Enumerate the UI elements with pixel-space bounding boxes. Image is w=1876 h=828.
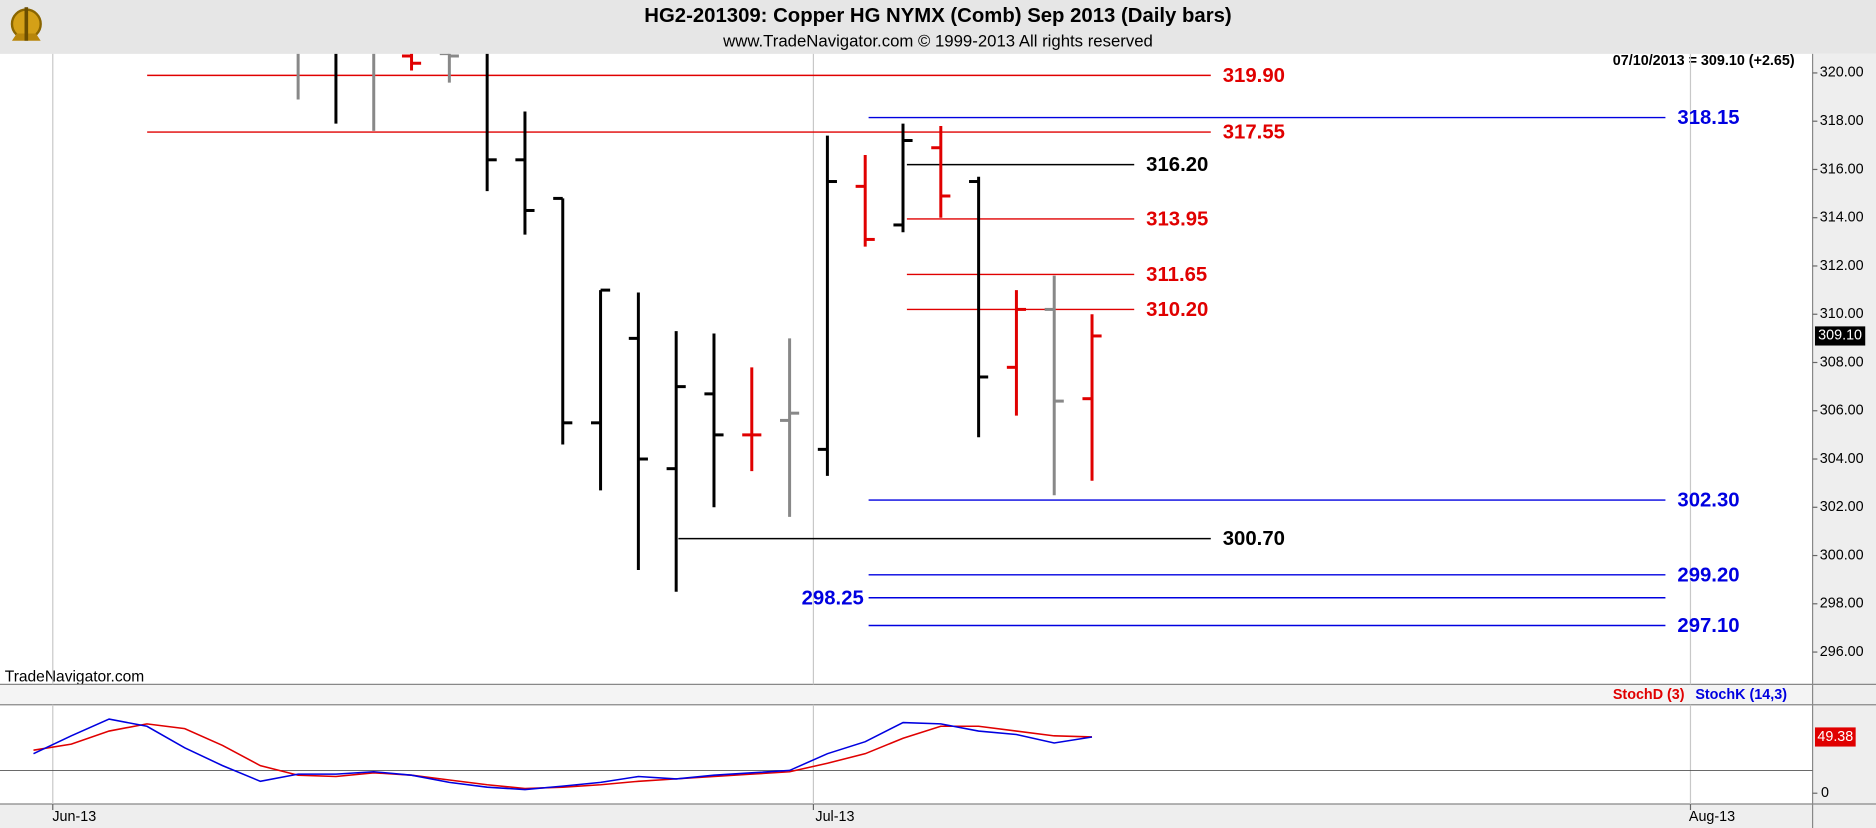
bars (147, 53, 1666, 627)
header-band (0, 0, 1876, 54)
y-tick-label: 310.00 (1820, 306, 1864, 322)
y-tick-label: 306.00 (1820, 403, 1864, 419)
level-label: 318.15 (1677, 107, 1739, 129)
level-label: 316.20 (1146, 154, 1208, 176)
y-tick-label: 300.00 (1820, 547, 1864, 563)
level-label: 299.20 (1677, 564, 1739, 586)
info-text: 07/10/2013 = 309.10 (+2.65) (1613, 53, 1795, 69)
x-tick-label: Jun-13 (52, 809, 96, 825)
legend-band (0, 684, 1813, 705)
y-tick-label: 304.00 (1820, 451, 1864, 467)
x-tick-label: Aug-13 (1689, 809, 1735, 825)
chart-subtitle: www.TradeNavigator.com © 1999-2013 All r… (722, 31, 1153, 50)
level-label: 310.20 (1146, 299, 1208, 321)
last-value-label: 49.38 (1817, 729, 1853, 745)
stoch-line (33, 723, 1093, 790)
x-axis-band (0, 804, 1813, 828)
logo (10, 7, 42, 41)
level-label: 298.25 (802, 587, 864, 609)
x-tick-label: Jul-13 (815, 809, 854, 825)
level-label: 313.95 (1146, 208, 1208, 230)
y-tick-label: 314.00 (1820, 210, 1864, 226)
y-tick-label: 0 (1821, 785, 1829, 801)
level-label: 311.65 (1146, 264, 1207, 286)
axis-band (1812, 53, 1876, 828)
level-label: 319.90 (1223, 65, 1285, 87)
y-tick-label: 302.00 (1820, 499, 1864, 515)
y-tick-label: 316.00 (1820, 161, 1864, 177)
stoch-line (33, 718, 1093, 791)
last-price-box (1814, 326, 1866, 346)
level-label: 317.55 (1223, 122, 1285, 144)
legend-entry: StochK (14,3) (1695, 687, 1787, 703)
y-tick-label: 298.00 (1820, 596, 1864, 612)
watermark: TradeNavigator.com (5, 668, 144, 685)
chart-title: HG2-201309: Copper HG NYMX (Comb) Sep 20… (644, 5, 1231, 27)
y-tick-label: 312.00 (1820, 258, 1864, 274)
y-tick-label: 320.00 (1820, 65, 1864, 81)
y-tick-label: 308.00 (1820, 354, 1864, 370)
y-tick-label: 318.00 (1820, 113, 1864, 129)
last-value-box (1814, 727, 1856, 747)
last-price-label: 309.10 (1818, 328, 1862, 344)
level-label: 300.70 (1223, 528, 1285, 550)
y-tick-label: 296.00 (1820, 644, 1864, 660)
legend-entry: StochD (3) (1613, 687, 1685, 703)
level-label: 297.10 (1677, 615, 1739, 637)
level-label: 302.30 (1677, 490, 1739, 512)
